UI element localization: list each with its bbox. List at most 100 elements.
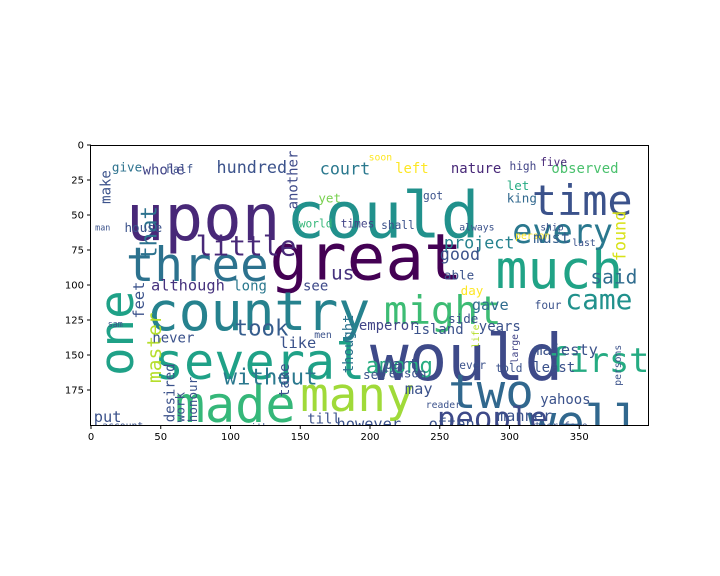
x-tick-label: 300 <box>500 432 519 443</box>
word-least: least <box>533 360 575 376</box>
word-thought: thought <box>341 314 357 373</box>
word-work: work <box>172 392 187 423</box>
word-always: always <box>459 222 494 233</box>
word-king: king <box>507 190 537 205</box>
word-put: put <box>94 408 122 426</box>
y-axis-ticks: 0 25 50 75 100 125 150 175 <box>65 141 91 397</box>
word-two: two <box>448 365 534 420</box>
word-yahoos: yahoos <box>540 392 590 408</box>
word-manner: manner <box>497 407 552 425</box>
word-long: long <box>233 279 267 295</box>
word-took: took <box>235 315 289 341</box>
word-time: time <box>532 176 633 225</box>
word-upon: upon <box>126 181 281 256</box>
word-first: first <box>549 341 650 380</box>
word-able: able <box>444 267 474 282</box>
word-account: account <box>102 421 143 432</box>
word-country: country <box>147 281 370 343</box>
word-many: many <box>300 368 414 423</box>
word-men: men <box>314 330 332 341</box>
x-tick-label: 200 <box>360 432 379 443</box>
word-man: man <box>95 222 110 232</box>
x-tick-label: 150 <box>291 432 310 443</box>
word-reason: reason <box>381 365 426 380</box>
word-soon: soon <box>369 152 392 163</box>
word-honour: honour <box>185 376 200 422</box>
word-gave: gave <box>472 296 509 314</box>
x-axis-ticks: 0 50 100 150 200 250 300 350 <box>88 425 589 443</box>
y-tick-label: 100 <box>65 281 84 292</box>
word-years: years <box>479 319 521 335</box>
word-high: high <box>510 160 537 173</box>
word-times: times <box>341 218 375 231</box>
x-tick-label: 0 <box>88 432 94 443</box>
word-five: five <box>540 156 567 169</box>
plot-area: upon couldgreattimemuchthreecountrywoulds… <box>90 151 650 437</box>
word-ever: ever <box>459 359 486 372</box>
word-day: day <box>461 283 484 298</box>
word-every: every <box>512 212 613 251</box>
word-see: see <box>303 279 328 295</box>
word-much: much <box>496 239 624 301</box>
word-four: four <box>535 299 562 312</box>
word-would: would <box>370 321 563 396</box>
word-people: people <box>437 402 548 437</box>
word-neither: neither <box>239 423 280 434</box>
y-tick-label: 175 <box>65 386 84 397</box>
word-must: must <box>533 229 570 247</box>
word-feet: feet <box>130 282 148 319</box>
word-life: life <box>471 324 482 348</box>
word-side: side <box>448 311 478 326</box>
word-whole: whole <box>143 162 185 178</box>
y-tick-label: 50 <box>71 211 84 222</box>
word-till: till <box>307 412 341 428</box>
word-several: several <box>154 332 366 391</box>
word-told: told <box>496 362 523 375</box>
word-let: let <box>507 178 530 193</box>
y-tick-label: 150 <box>65 351 84 362</box>
word-could: could <box>286 178 479 253</box>
y-tick-label: 75 <box>71 246 84 257</box>
word-nature: nature <box>451 161 501 177</box>
word-that: that <box>137 206 163 260</box>
word-emperor: emperor <box>359 318 418 334</box>
word-one: one <box>90 290 145 376</box>
word-project: project <box>444 233 515 253</box>
word-master: master <box>143 313 166 384</box>
word-good: good <box>440 244 480 264</box>
word-ship: ship <box>540 222 564 233</box>
word-often: often <box>429 415 475 433</box>
word-set: set <box>363 367 386 382</box>
word-might: might <box>384 289 502 334</box>
x-tick-label: 350 <box>570 432 589 443</box>
word-last: last <box>572 238 595 249</box>
word-made: made <box>175 375 296 434</box>
word-sam: sam <box>108 319 123 329</box>
word-left: left <box>395 161 429 177</box>
word-world: world <box>299 218 333 231</box>
word-make: make <box>99 170 115 204</box>
word-little: little <box>196 230 297 263</box>
x-tick-label: 50 <box>154 432 167 443</box>
y-tick-label: 25 <box>71 176 84 187</box>
word-persons: persons <box>613 345 624 386</box>
x-tick-label: 100 <box>221 432 240 443</box>
word-yet: yet <box>318 190 341 205</box>
word-without: without <box>224 364 318 390</box>
x-tick-label: 250 <box>430 432 449 443</box>
word-therefore: therefore <box>535 421 588 432</box>
word-observed: observed <box>551 161 618 177</box>
word-found: found <box>609 211 629 261</box>
word-great: great <box>270 220 463 295</box>
word-majesty: majesty <box>533 341 598 359</box>
word-half: half <box>166 163 193 176</box>
word-large: large <box>510 334 521 363</box>
word-may: may <box>405 380 433 398</box>
word-hundred: hundred <box>217 157 288 177</box>
word-another: another <box>285 151 301 210</box>
word-island: island <box>413 322 463 338</box>
word-three: three <box>126 238 269 293</box>
word-desired: desired <box>163 363 179 422</box>
word-reader: reader <box>426 400 461 411</box>
